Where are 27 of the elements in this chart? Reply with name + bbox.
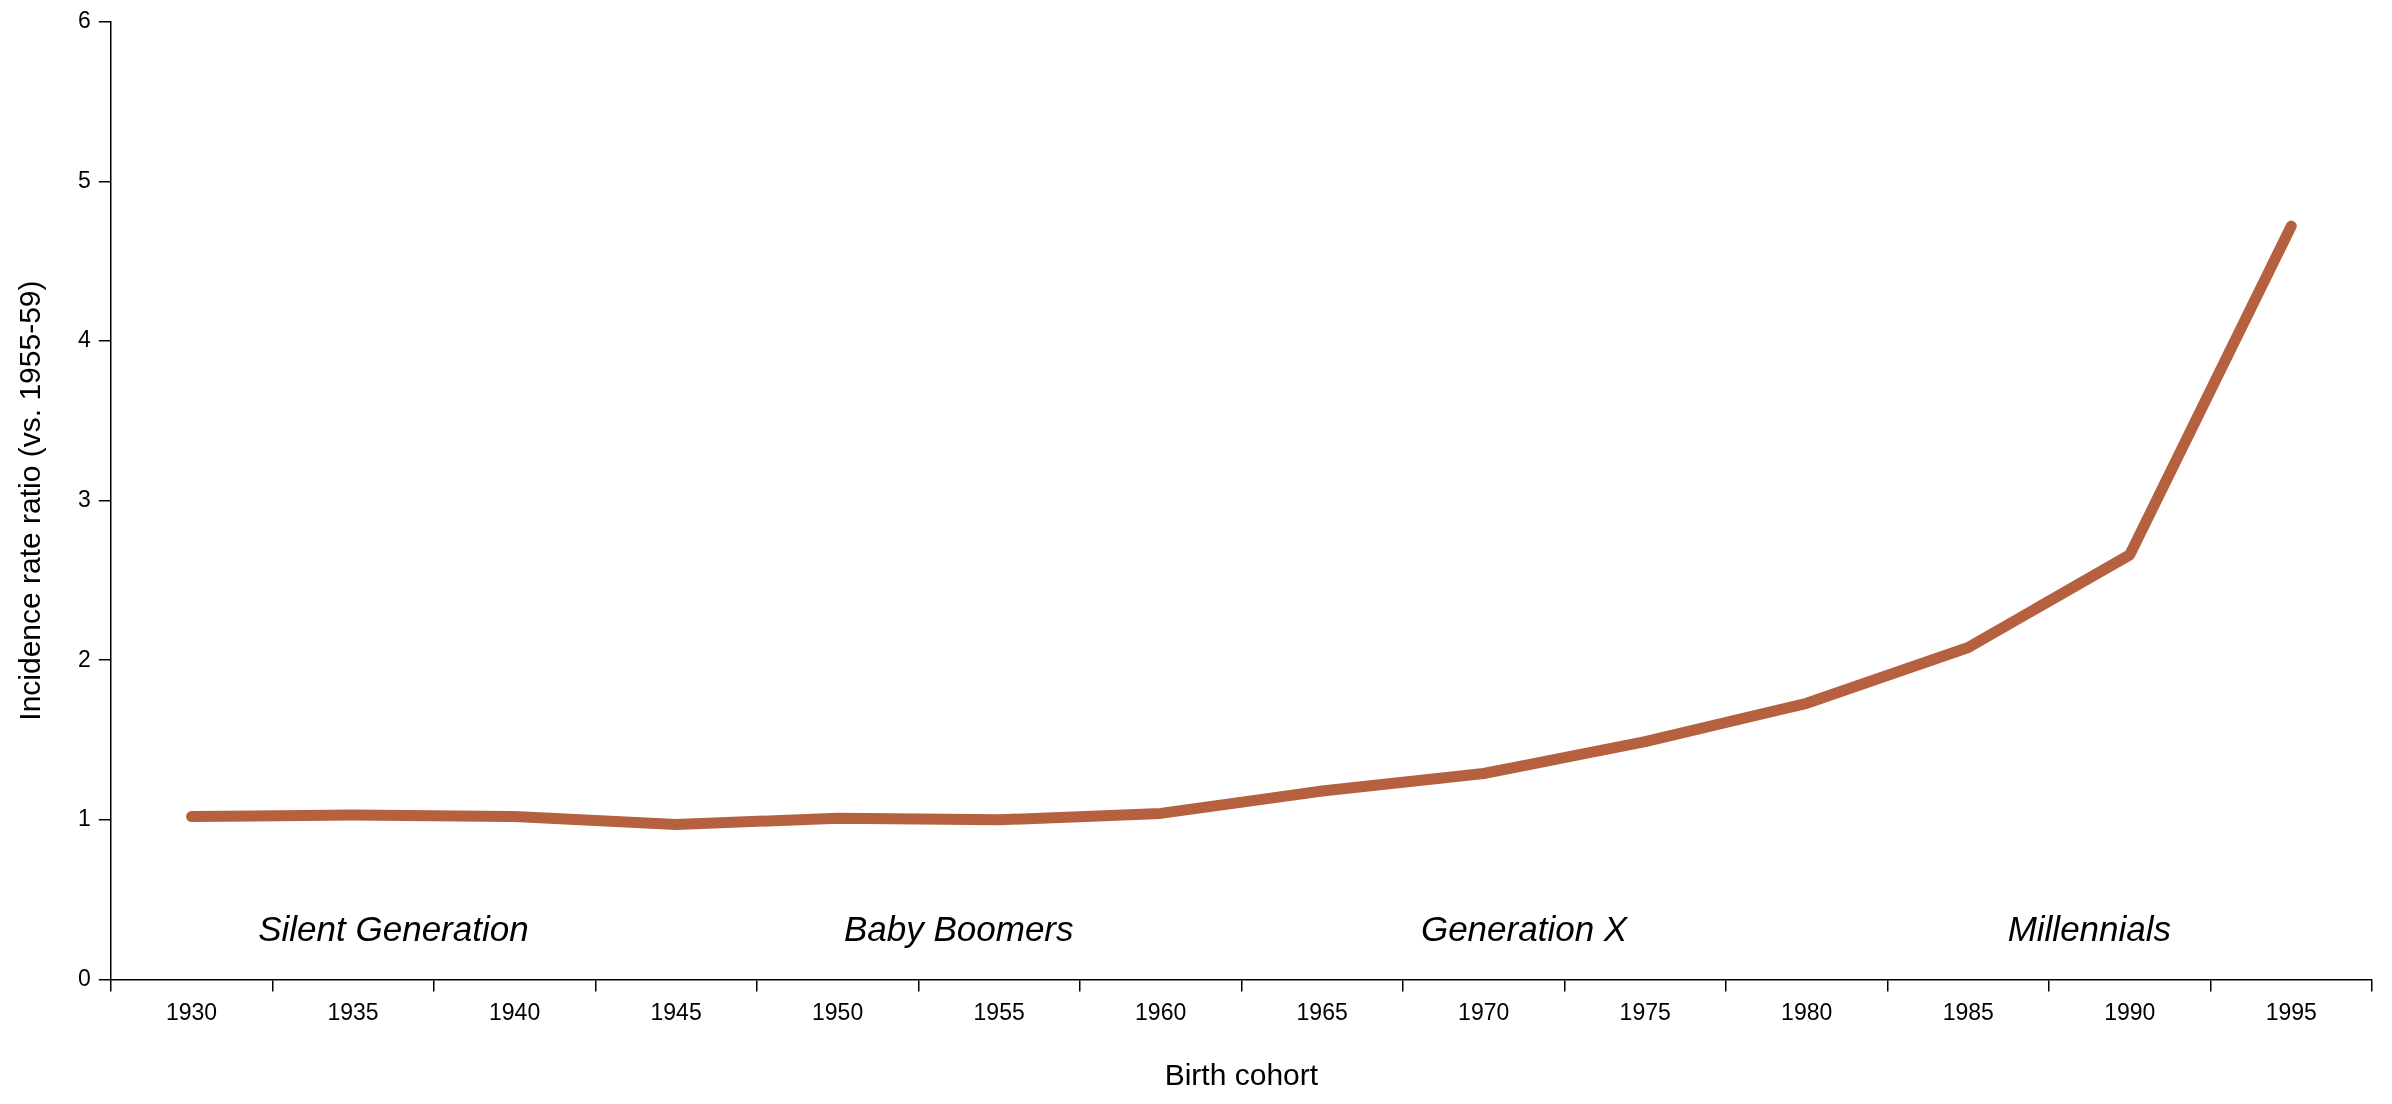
x-tick-label: 1980 xyxy=(1781,998,1833,1025)
annotation: Silent Generation xyxy=(258,909,529,949)
y-tick-label: 2 xyxy=(77,645,91,672)
y-tick-label: 0 xyxy=(77,964,91,991)
y-tick-label: 4 xyxy=(77,326,91,353)
x-tick-label: 1960 xyxy=(1135,998,1187,1025)
annotation: Generation X xyxy=(1420,909,1629,949)
x-tick-label: 1950 xyxy=(812,998,864,1025)
x-tick-label: 1955 xyxy=(973,998,1025,1025)
x-tick-label: 1945 xyxy=(650,998,702,1025)
annotation: Millennials xyxy=(2007,909,2172,949)
y-tick-label: 5 xyxy=(77,166,91,193)
x-tick-label: 1965 xyxy=(1296,998,1348,1025)
x-tick-label: 1935 xyxy=(327,998,379,1025)
y-tick-label: 6 xyxy=(77,7,91,34)
x-tick-label: 1930 xyxy=(165,998,218,1025)
x-tick-label: 1985 xyxy=(1942,998,1994,1025)
y-axis-title: Incidence rate ratio (vs. 1955-59) xyxy=(13,280,47,721)
x-tick-label: 1990 xyxy=(2104,998,2156,1025)
x-tick-label: 1975 xyxy=(1619,998,1671,1025)
x-tick-label: 1995 xyxy=(2265,998,2317,1025)
x-tick-label: 1970 xyxy=(1458,998,1510,1025)
annotation: Baby Boomers xyxy=(843,909,1074,949)
x-tick-label: 1940 xyxy=(488,998,541,1025)
y-tick-label: 1 xyxy=(77,805,91,832)
y-tick-label: 3 xyxy=(77,485,91,512)
x-axis-title: Birth cohort xyxy=(1164,1058,1319,1092)
